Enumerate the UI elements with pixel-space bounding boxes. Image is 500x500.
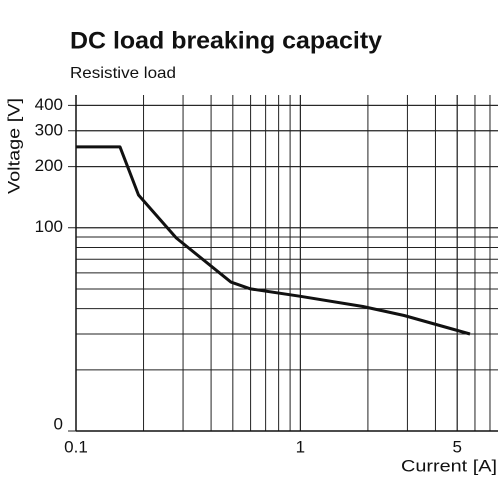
y-tick-label: 100: [35, 217, 63, 236]
y-tick-label: 0: [54, 414, 63, 433]
y-tick-label: 300: [35, 120, 63, 139]
y-axis-label: Voltage [V]: [4, 98, 23, 194]
x-tick-label: 1: [296, 437, 305, 456]
y-tick-label: 200: [35, 156, 63, 175]
x-axis-label: Current [A]: [401, 456, 497, 475]
x-tick-label: 5: [452, 437, 461, 456]
y-tick-label: 400: [35, 95, 63, 114]
x-tick-label: 0.1: [64, 437, 88, 456]
chart-title: DC load breaking capacity: [70, 27, 383, 54]
data-line: [76, 145, 471, 336]
chart-subtitle: Resistive load: [70, 65, 176, 82]
